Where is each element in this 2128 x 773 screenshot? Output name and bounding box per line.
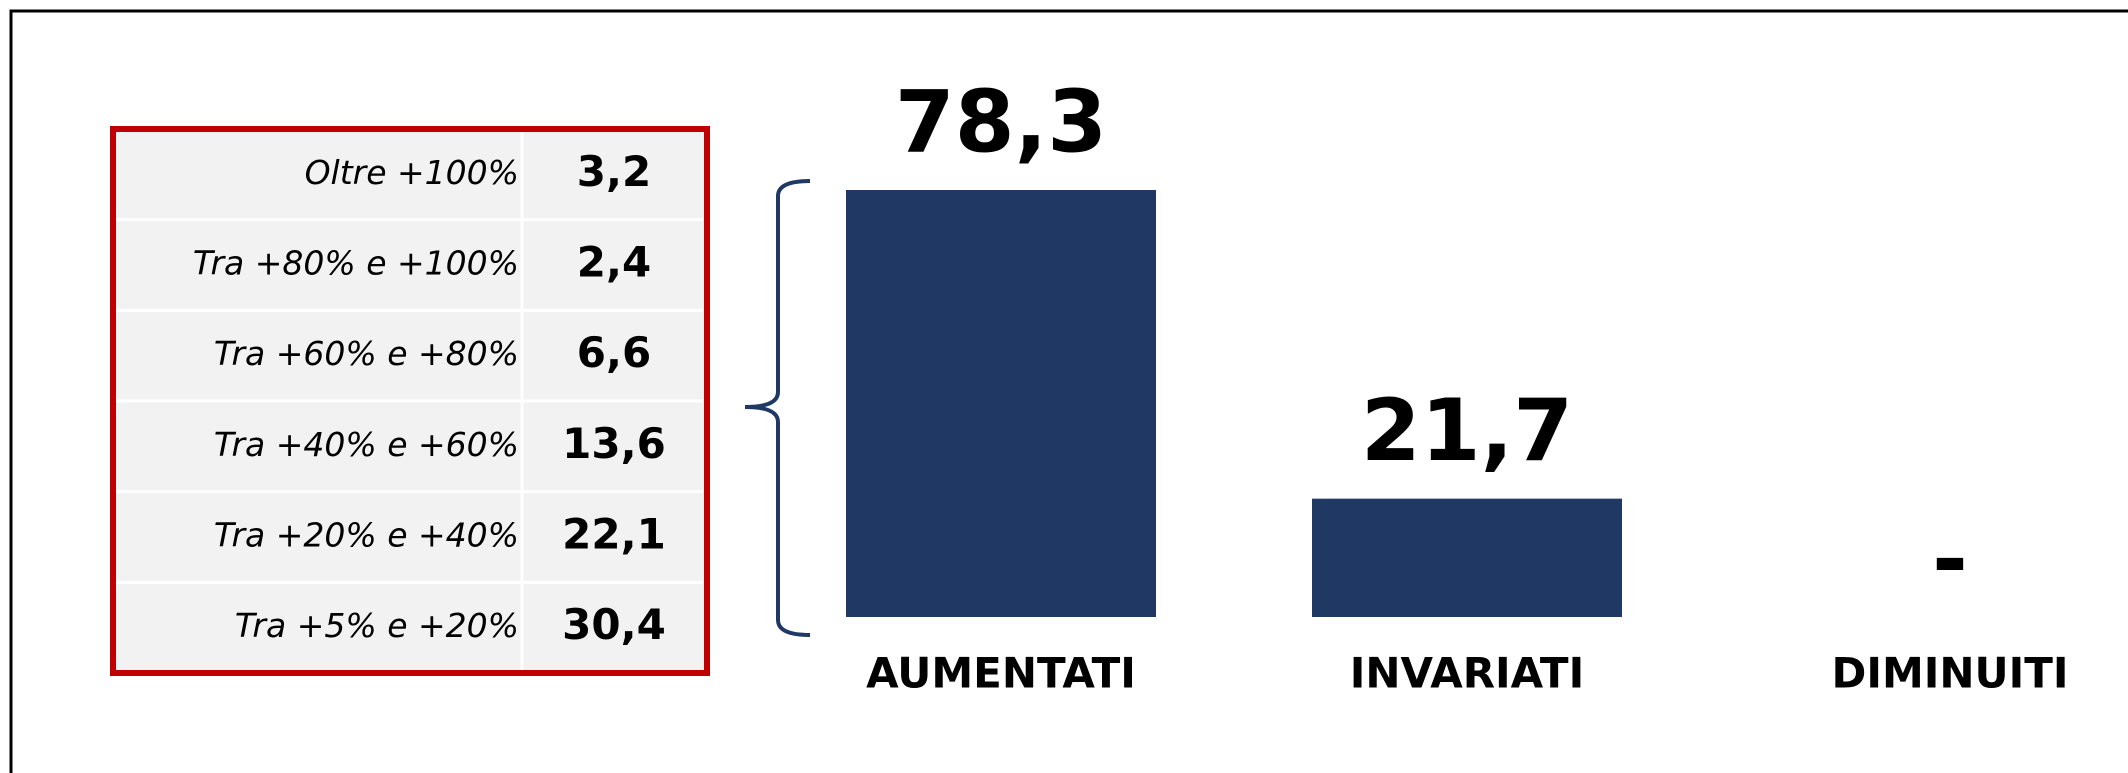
table-border [110, 126, 710, 676]
table-value: 2,4 [577, 238, 651, 287]
value-label: 21,7 [1361, 381, 1573, 481]
category-label: DIMINUITI [1831, 649, 2068, 698]
bar [1312, 498, 1622, 617]
frame [9, 9, 2128, 773]
table-value: 13,6 [562, 419, 666, 468]
category-label: INVARIATI [1350, 649, 1584, 698]
table-label: Tra +80% e +100% [193, 244, 519, 283]
table-label: Tra +40% e +60% [214, 425, 519, 464]
value-label: 78,3 [895, 72, 1107, 172]
table-label: Tra +5% e +20% [235, 606, 519, 645]
table-value: 6,6 [577, 328, 651, 377]
table-value: 30,4 [562, 600, 666, 649]
category-label: AUMENTATI [866, 649, 1136, 698]
table-value: 22,1 [562, 510, 666, 559]
bar [846, 190, 1156, 617]
brace [744, 179, 811, 637]
table-label: Oltre +100% [305, 153, 519, 192]
table-label: Tra +20% e +40% [214, 516, 519, 555]
value-label: - [1932, 509, 1968, 609]
table-value: 3,2 [577, 147, 651, 196]
table-label: Tra +60% e +80% [214, 334, 519, 373]
